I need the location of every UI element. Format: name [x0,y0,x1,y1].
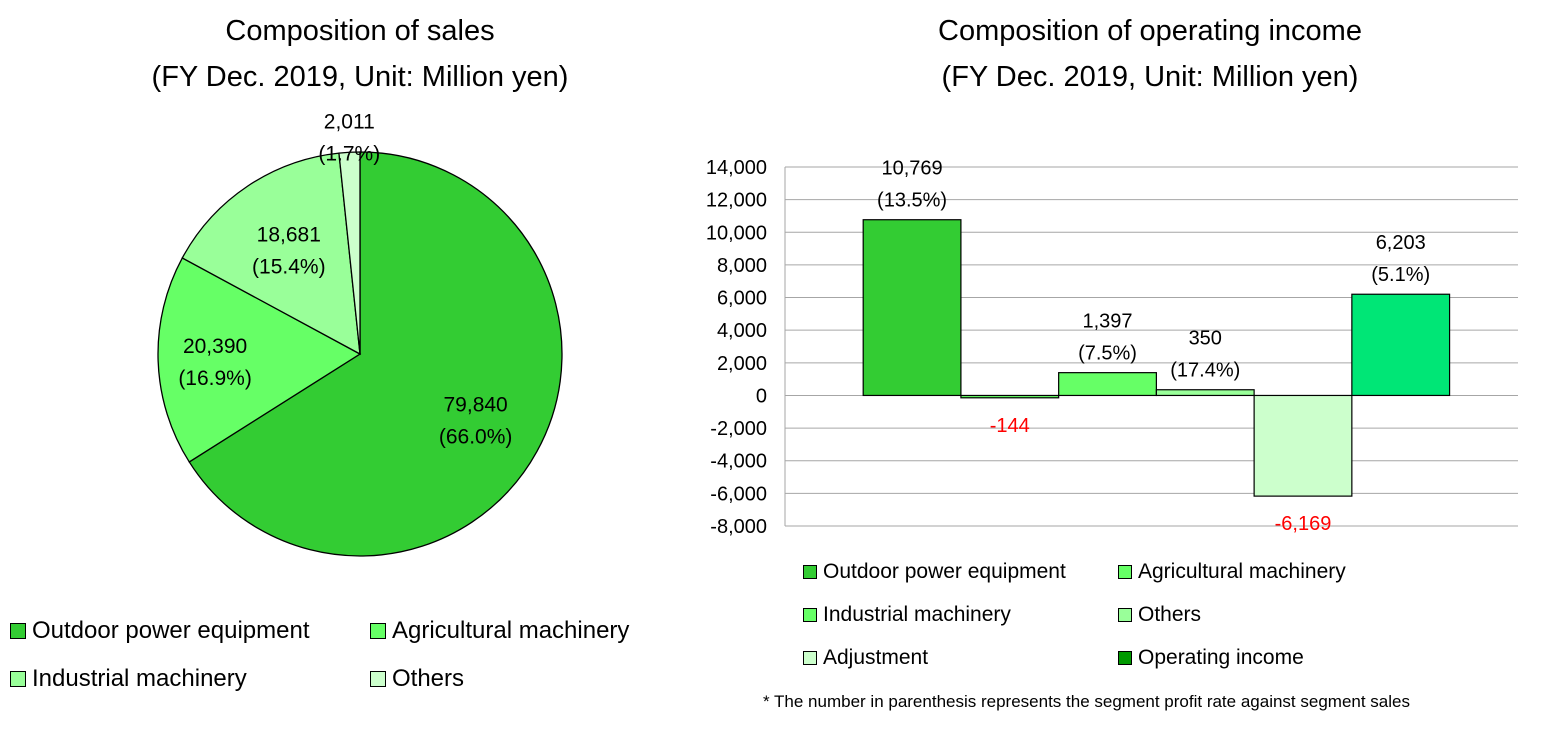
y-tick-label: 10,000 [706,222,767,244]
y-tick-label: 4,000 [717,320,767,342]
bar-rate-label: (5.1%) [1371,264,1430,286]
legend-swatch [803,651,817,665]
legend-swatch [10,671,26,687]
bar-chart-title: Composition of operating income (FY Dec.… [845,8,1455,100]
bar-subtitle-line: (FY Dec. 2019, Unit: Million yen) [941,61,1359,93]
pie-chart-title: Composition of sales (FY Dec. 2019, Unit… [60,8,660,100]
bar-value-label: 350 [1189,328,1222,350]
bar [1351,293,1451,397]
bar-value-label: -144 [990,415,1030,437]
legend-label: Outdoor power equipment [823,560,1066,583]
bar-rate-label: (17.4%) [1170,360,1240,382]
pie-percent-label: (15.4%) [252,256,326,279]
bar-legend-item-adjustment: Adjustment [803,646,928,670]
bar-title-line: Composition of operating income [938,15,1362,47]
y-tick-label: 8,000 [717,255,767,277]
pie-value-label: 2,011 [324,110,375,133]
legend-label: Outdoor power equipment [32,617,310,644]
pie-legend-item-outdoor: Outdoor power equipment [10,617,310,645]
y-tick-label: -2,000 [710,418,767,440]
pie-slice [338,151,361,355]
bar-legend-item-others: Others [1118,603,1201,627]
legend-label: Agricultural machinery [1138,560,1346,583]
legend-label: Industrial machinery [32,665,247,692]
bar-value-label: 6,203 [1376,232,1426,254]
pie-percent-label: (1.7%) [318,142,380,165]
pie-legend-item-others: Others [370,665,464,693]
bar-value-label: -6,169 [1275,513,1332,535]
bar-rate-label: (13.5%) [877,190,947,212]
pie-value-label: 20,390 [183,335,247,358]
pie-legend-item-industrial: Industrial machinery [10,665,247,693]
y-tick-label: 2,000 [717,353,767,375]
bar [862,219,962,397]
legend-swatch [803,608,817,622]
legend-swatch [370,623,386,639]
legend-swatch [10,623,26,639]
bar [1253,394,1353,497]
legend-label: Others [392,665,465,692]
pie-subtitle-line: (FY Dec. 2019, Unit: Million yen) [151,61,569,93]
y-tick-label: 0 [756,385,767,407]
bar [960,394,1060,399]
pie-title-line: Composition of sales [225,15,495,47]
pie-value-label: 18,681 [257,224,321,247]
pie-percent-label: (16.9%) [178,367,252,390]
y-tick-label: -8,000 [710,516,767,538]
bar [1058,372,1157,397]
legend-label: Industrial machinery [823,603,1011,626]
y-tick-label: 14,000 [706,157,767,179]
legend-swatch [1118,565,1132,579]
pie-slice [188,151,563,557]
pie-percent-label: (66.0%) [439,426,513,449]
pie-slice [157,257,362,463]
pie-slice [181,152,361,356]
legend-label: Others [1138,603,1202,626]
y-tick-label: 6,000 [717,288,767,310]
y-tick-label: -6,000 [710,483,767,505]
bar-rate-label: (7.5%) [1078,343,1137,365]
footnote: * The number in parenthesis represents t… [763,692,1410,711]
bar-legend-item-agricultural: Agricultural machinery [1118,560,1346,584]
legend-swatch [803,565,817,579]
pie-value-label: 79,840 [444,394,508,417]
y-tick-label: 12,000 [706,190,767,212]
legend-swatch [1118,608,1132,622]
bar-legend-item-operating-income: Operating income [1118,646,1304,670]
legend-label: Adjustment [823,646,929,669]
y-tick-label: -4,000 [710,451,767,473]
legend-label: Operating income [1138,646,1304,669]
bar-value-label: 10,769 [881,158,942,180]
bar [1155,389,1255,397]
bar-legend-item-outdoor: Outdoor power equipment [803,560,1066,584]
bar-legend-item-industrial: Industrial machinery [803,603,1011,627]
pie-legend-item-agricultural: Agricultural machinery [370,617,629,645]
legend-label: Agricultural machinery [392,617,630,644]
legend-swatch [370,671,386,687]
legend-swatch [1118,651,1132,665]
bar-value-label: 1,397 [1082,311,1132,333]
